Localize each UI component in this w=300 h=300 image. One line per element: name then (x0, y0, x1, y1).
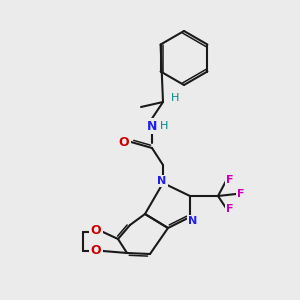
Text: O: O (119, 136, 129, 148)
Text: N: N (158, 176, 166, 186)
Text: N: N (147, 119, 157, 133)
Text: F: F (226, 175, 234, 185)
Text: O: O (91, 244, 101, 256)
Text: H: H (160, 121, 168, 131)
Text: O: O (91, 224, 101, 238)
Text: F: F (237, 189, 245, 199)
Text: F: F (226, 204, 234, 214)
Text: N: N (188, 216, 198, 226)
Text: H: H (171, 93, 179, 103)
